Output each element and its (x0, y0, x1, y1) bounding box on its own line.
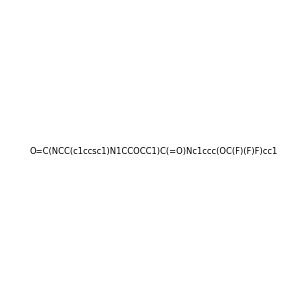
Text: O=C(NCC(c1ccsc1)N1CCOCC1)C(=O)Nc1ccc(OC(F)(F)F)cc1: O=C(NCC(c1ccsc1)N1CCOCC1)C(=O)Nc1ccc(OC(… (30, 147, 278, 156)
